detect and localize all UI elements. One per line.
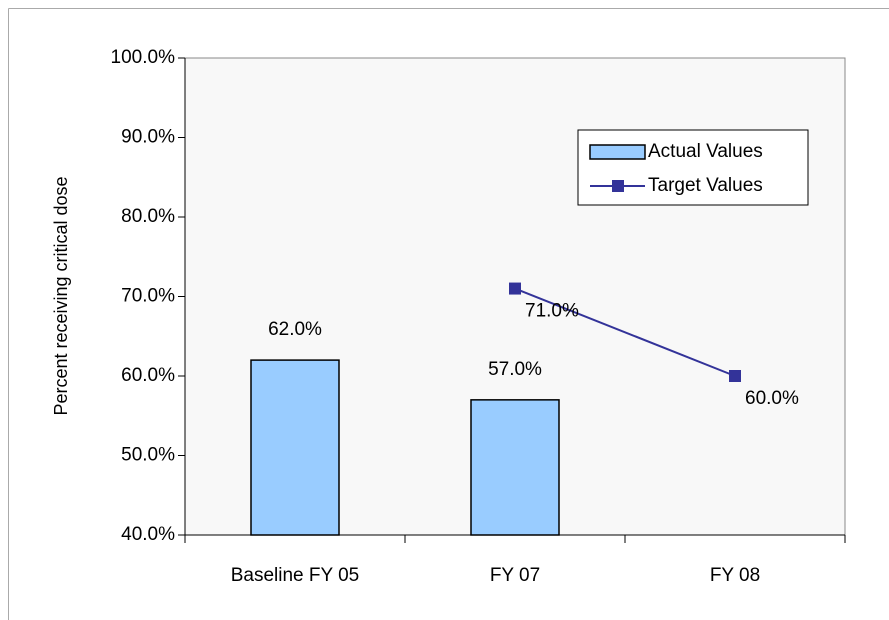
y-tick-label: 80.0% — [121, 206, 175, 227]
legend-label: Target Values — [648, 175, 763, 196]
legend-swatch — [612, 180, 624, 192]
data-label: 71.0% — [525, 301, 579, 322]
x-tick-label: FY 08 — [710, 565, 760, 586]
legend — [577, 129, 809, 206]
y-tick-label: 50.0% — [121, 445, 175, 466]
y-tick-label: 40.0% — [121, 524, 175, 545]
bar — [470, 399, 560, 536]
x-tick-label: FY 07 — [490, 565, 540, 586]
data-label: 62.0% — [268, 319, 322, 340]
legend-swatch — [589, 144, 646, 160]
y-tick-label: 90.0% — [121, 127, 175, 148]
legend-label: Actual Values — [648, 141, 763, 162]
y-tick-label: 70.0% — [121, 286, 175, 307]
data-label: 57.0% — [488, 359, 542, 380]
marker — [729, 370, 741, 382]
bar — [250, 359, 340, 536]
data-label: 60.0% — [745, 388, 799, 409]
y-tick-label: 60.0% — [121, 365, 175, 386]
x-tick-label: Baseline FY 05 — [231, 565, 360, 586]
y-axis-title: Percent receiving critical dose — [51, 176, 71, 415]
marker — [509, 282, 521, 295]
line — [514, 287, 736, 377]
y-tick-label: 100.0% — [111, 47, 176, 68]
